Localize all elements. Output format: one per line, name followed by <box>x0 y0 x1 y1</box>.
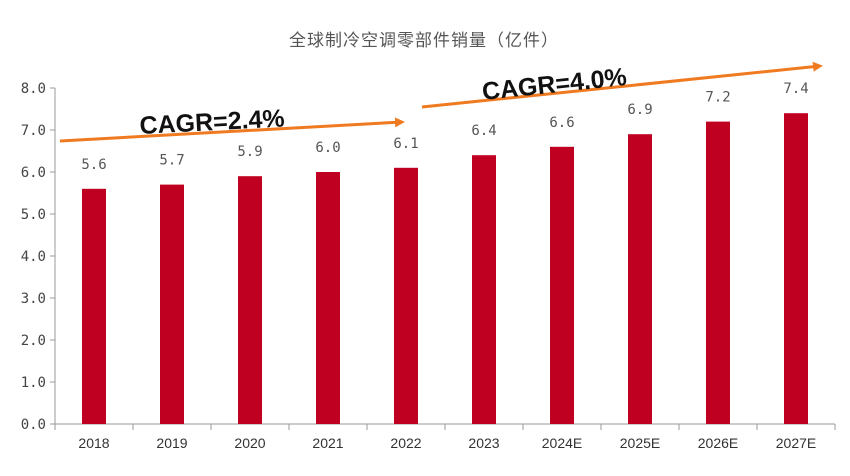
x-tick-label: 2018 <box>78 435 109 451</box>
bar <box>160 184 184 424</box>
y-tick-label: 2.0 <box>21 333 46 349</box>
x-tick-label: 2027E <box>776 435 816 451</box>
bar <box>82 188 106 424</box>
bar <box>628 134 652 424</box>
x-tick-label: 2020 <box>234 435 265 451</box>
y-tick-label: 8.0 <box>21 81 46 97</box>
y-tick-label: 4.0 <box>21 249 46 265</box>
y-tick-label: 6.0 <box>21 165 46 181</box>
x-tick-label: 2022 <box>390 435 421 451</box>
cagr-arrow <box>421 61 823 109</box>
data-label: 5.7 <box>159 153 184 169</box>
axes: 0.0 1.0 2.0 3.0 4.0 5.0 6.0 7.0 8.0 <box>21 81 836 433</box>
bar <box>394 167 418 425</box>
data-label: 6.4 <box>471 123 496 139</box>
bars: 5.6 2018 5.7 2019 5.9 2020 6.0 2021 6.1 2022 6.4 20… <box>78 81 816 451</box>
chart-title: 全球制冷空调零部件销量（亿件） <box>289 31 559 51</box>
bar <box>706 121 730 424</box>
data-label: 7.2 <box>705 90 730 106</box>
y-tick-label: 5.0 <box>21 207 46 223</box>
x-tick-label: 2023 <box>468 435 499 451</box>
data-label: 6.0 <box>315 140 340 156</box>
data-label: 5.6 <box>81 157 106 173</box>
bar <box>316 172 340 424</box>
x-tick-label: 2021 <box>312 435 343 451</box>
cagr-label: CAGR=4.0% <box>481 63 628 106</box>
data-label: 6.1 <box>393 136 418 152</box>
data-label: 6.9 <box>627 102 652 118</box>
y-tick-label: 1.0 <box>21 375 46 391</box>
bar <box>784 113 808 424</box>
x-tick-label: 2025E <box>620 435 660 451</box>
x-tick-label: 2024E <box>542 435 582 451</box>
x-tick-label: 2019 <box>156 435 187 451</box>
y-tick-label: 3.0 <box>21 291 46 307</box>
bar <box>550 146 574 425</box>
y-tick-label: 0.0 <box>21 417 46 433</box>
cagr-label: CAGR=2.4% <box>139 104 285 140</box>
cagr-arrow <box>59 117 405 143</box>
data-label: 6.6 <box>549 115 574 131</box>
y-tick-label: 7.0 <box>21 123 46 139</box>
data-label: 5.9 <box>237 144 262 160</box>
bar <box>472 155 496 424</box>
data-label: 7.4 <box>783 81 808 97</box>
x-tick-label: 2026E <box>698 435 738 451</box>
bar <box>238 176 262 424</box>
